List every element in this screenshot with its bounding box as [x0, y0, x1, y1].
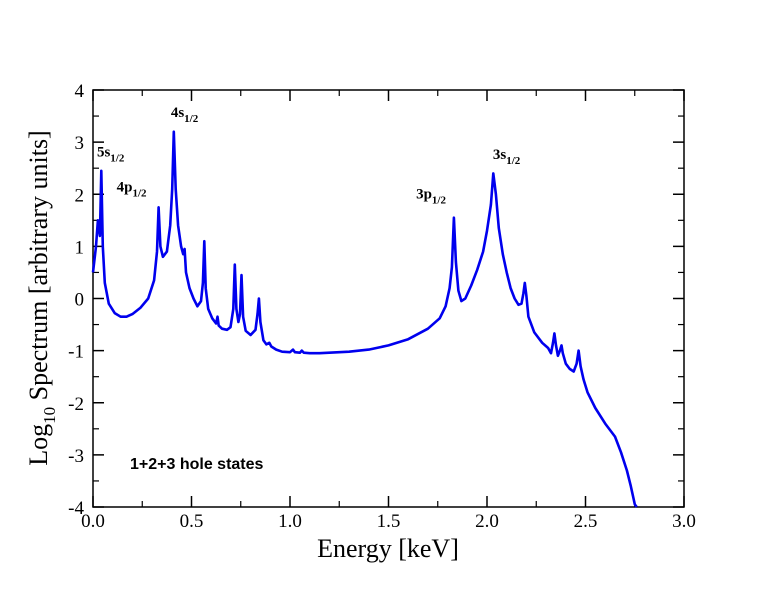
peak-label: 4p1/2 — [117, 180, 147, 200]
y-tick-label: -1 — [68, 342, 84, 363]
y-tick-label: -2 — [68, 394, 84, 415]
y-tick-label: 2 — [75, 185, 85, 206]
peak-label: 3p1/2 — [416, 186, 446, 206]
x-tick-label: 3.0 — [672, 511, 696, 532]
spectrum-line — [91, 130, 638, 508]
peak-label-subscript: 1/2 — [506, 155, 521, 167]
peak-label-base: 4s — [171, 105, 185, 121]
axis-tick-labels: 0.0 0.5 1.0 1.5 2.0 2.5 3.0 -4 -3 -2 -1 0 1 2 3 4 — [68, 81, 696, 532]
x-tick-label: 0.5 — [180, 511, 204, 532]
x-tick-label: 1.0 — [278, 511, 302, 532]
y-tick-label: -3 — [68, 446, 84, 467]
axis-ticks — [92, 89, 685, 508]
peak-label: 4s1/2 — [171, 105, 199, 125]
x-tick-label: 0.0 — [81, 511, 105, 532]
y-tick-label: 3 — [75, 133, 85, 154]
y-tick-label: 0 — [75, 290, 85, 311]
y-tick-label: -4 — [68, 498, 84, 519]
peak-label-subscript: 1/2 — [184, 113, 199, 125]
peak-label: 5s1/2 — [97, 145, 125, 165]
y-axis-title-subscript: 10 — [40, 407, 59, 424]
x-tick-label: 1.5 — [377, 511, 401, 532]
plot-frame — [92, 89, 685, 508]
y-axis-title-rest: Spectrum [arbitrary units] — [24, 130, 53, 407]
x-axis-title: Energy [keV] — [317, 534, 459, 563]
y-axis-title-prefix: Log — [24, 424, 53, 466]
peak-label-subscript: 1/2 — [132, 188, 147, 200]
x-tick-label: 2.0 — [475, 511, 499, 532]
peak-label-base: 3p — [416, 186, 432, 202]
x-tick-label: 2.5 — [574, 511, 598, 532]
peak-label: 3s1/2 — [493, 147, 521, 167]
annotation-hole-states: 1+2+3 hole states — [130, 456, 264, 473]
peak-label-subscript: 1/2 — [110, 153, 125, 165]
peak-label-base: 3s — [493, 147, 507, 163]
y-tick-label: 1 — [75, 237, 85, 258]
y-axis-title: Log10 Spectrum [arbitrary units] — [24, 130, 59, 465]
peak-label-base: 4p — [117, 180, 133, 196]
peak-label-base: 5s — [97, 145, 111, 161]
peak-label-subscript: 1/2 — [432, 194, 447, 206]
y-tick-label: 4 — [75, 81, 85, 102]
